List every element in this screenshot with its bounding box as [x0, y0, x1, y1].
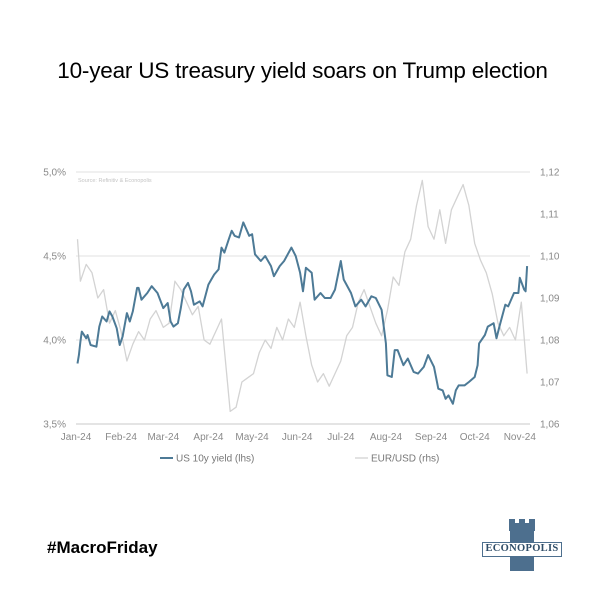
y-right-tick-label: 1,06: [540, 420, 560, 431]
x-tick-label: Sep-24: [415, 432, 448, 443]
x-axis-ticks: Jan-24 Feb-24 Mar-24 Apr-24 May-24 Jun-24 Jul-…: [61, 432, 537, 443]
y-right-tick-label: 1,07: [540, 378, 560, 389]
y-right-tick-label: 1,12: [540, 168, 560, 179]
y-axis-right-ticks: 1,06 1,07 1,08 1,09 1,10 1,11 1,12: [540, 168, 560, 431]
x-tick-label: Aug-24: [370, 432, 403, 443]
x-tick-label: Oct-24: [460, 432, 490, 443]
x-tick-label: Feb-24: [105, 432, 137, 443]
y-axis-left-ticks: 3,5% 4,0% 4,5% 5,0%: [43, 168, 66, 431]
x-tick-label: May-24: [235, 432, 269, 443]
x-tick-label: Apr-24: [193, 432, 223, 443]
x-tick-label: Jun-24: [282, 432, 313, 443]
y-right-tick-label: 1,08: [540, 336, 560, 347]
hashtag: #MacroFriday: [47, 538, 158, 557]
series-us-10y-yield: [76, 221, 529, 405]
chart-source: Source: Refinitiv & Econopolis: [78, 178, 152, 184]
x-tick-label: Nov-24: [504, 432, 537, 443]
series-line: [76, 179, 528, 413]
y-left-tick-label: 4,5%: [43, 252, 66, 263]
page-title: 10-year US treasury yield soars on Trump…: [57, 58, 548, 83]
brand-name: ECONOPOLIS: [482, 542, 562, 557]
y-right-tick-label: 1,10: [540, 252, 560, 263]
y-left-tick-label: 4,0%: [43, 336, 66, 347]
x-tick-label: Mar-24: [147, 432, 179, 443]
legend-label: US 10y yield (lhs): [176, 454, 254, 465]
legend-label: EUR/USD (rhs): [371, 454, 439, 465]
series-eurusd: [76, 179, 528, 413]
y-left-tick-label: 5,0%: [43, 168, 66, 179]
y-right-tick-label: 1,09: [540, 294, 560, 305]
series-line: [76, 221, 529, 405]
brand-logo: ECONOPOLIS: [482, 519, 562, 571]
legend: US 10y yield (lhs) EUR/USD (rhs): [160, 454, 439, 465]
y-left-tick-label: 3,5%: [43, 420, 66, 431]
x-tick-label: Jul-24: [327, 432, 355, 443]
x-tick-label: Jan-24: [61, 432, 92, 443]
grid-lines: [76, 171, 530, 425]
y-right-tick-label: 1,11: [540, 210, 559, 221]
castle-tower-icon: [509, 519, 535, 571]
